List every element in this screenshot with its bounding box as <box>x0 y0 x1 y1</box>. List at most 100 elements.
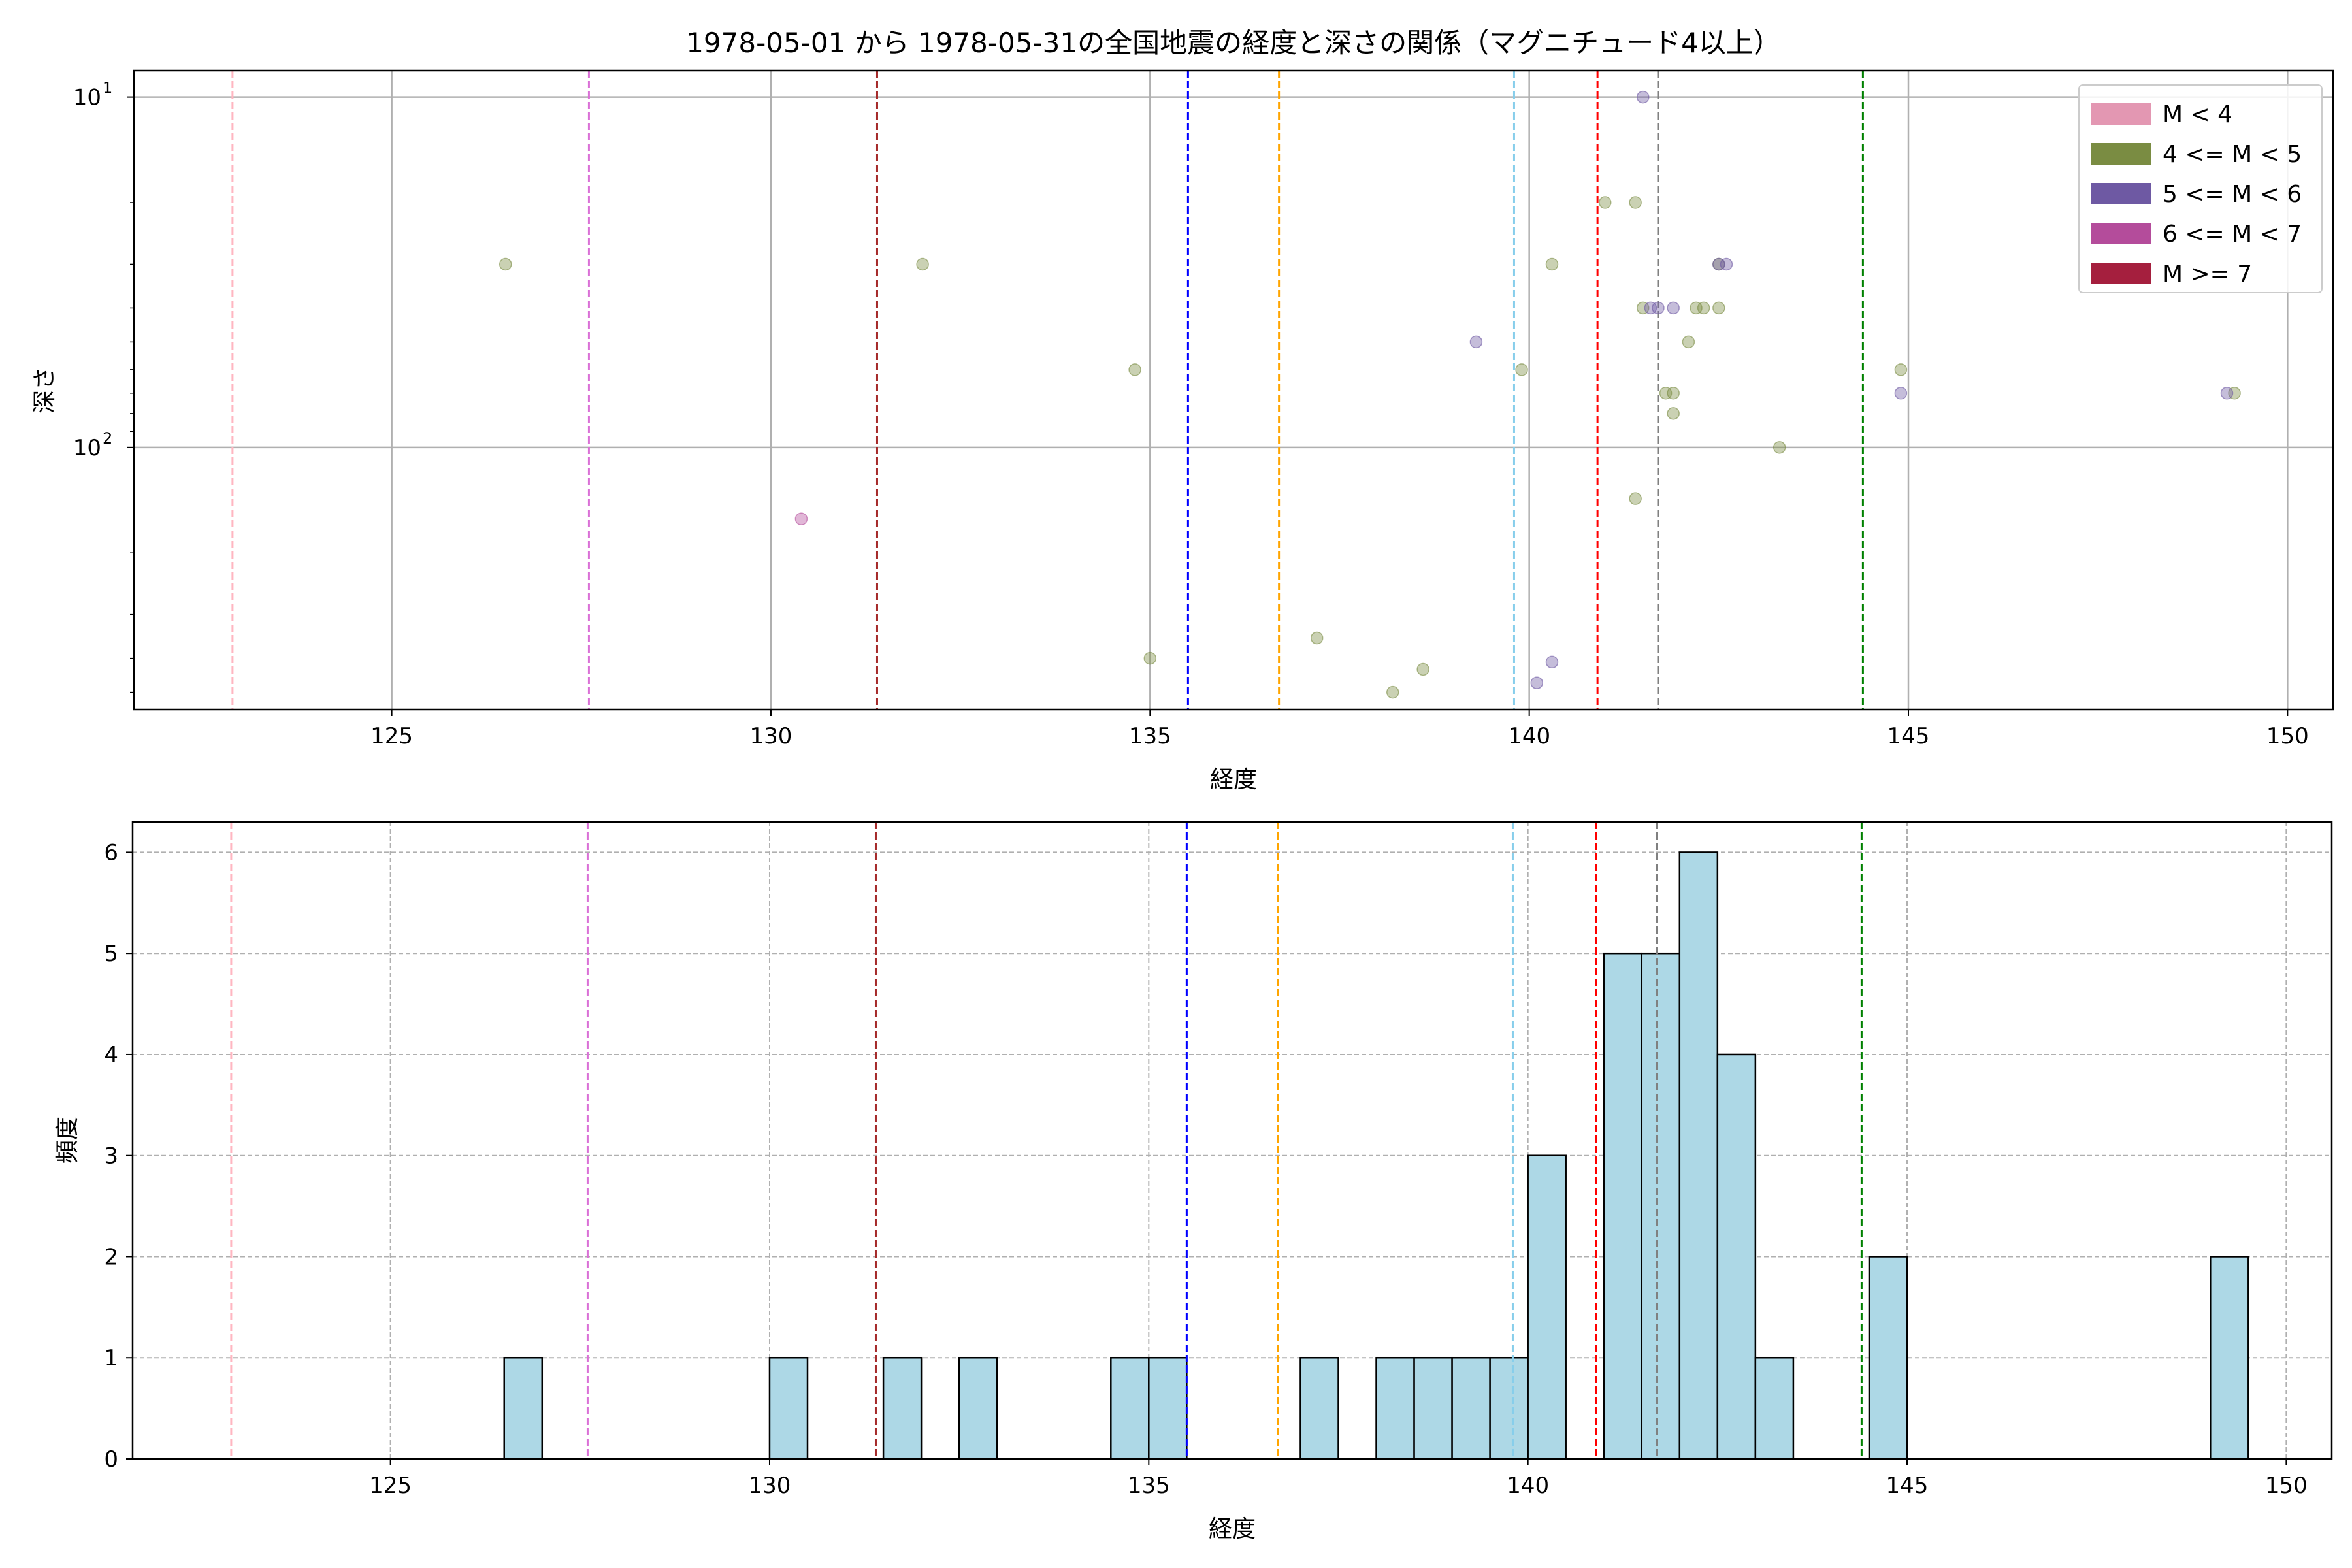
scatter-point <box>1894 363 1908 376</box>
scatter-y-tick-exponent: 1 <box>103 79 112 97</box>
histogram-plot-area <box>133 822 2332 1459</box>
legend-label: M >= 7 <box>2163 261 2252 287</box>
histogram-bar <box>768 1356 809 1460</box>
scatter-x-tick-label: 125 <box>370 723 413 749</box>
scatter-point <box>1143 651 1157 665</box>
scatter-point <box>1386 685 1399 699</box>
scatter-point <box>1416 662 1429 676</box>
scatter-x-tick-label: 145 <box>1887 723 1930 749</box>
legend-swatch <box>2091 183 2151 204</box>
legend-label: 4 <= M < 5 <box>2163 141 2302 168</box>
histogram-bars <box>503 851 2249 1460</box>
histogram-bar <box>882 1356 923 1460</box>
scatter-point <box>1697 301 1710 315</box>
scatter-x-axis-label: 経度 <box>1210 766 1257 793</box>
scatter-x-tick-label: 130 <box>750 723 792 749</box>
legend-swatch <box>2091 103 2151 125</box>
histogram-y-axis-label: 頻度 <box>54 1117 81 1164</box>
scatter-point <box>1598 196 1612 209</box>
scatter-point <box>1515 363 1528 376</box>
histogram-bar <box>2210 1256 2249 1460</box>
histogram-x-tick-label: 130 <box>749 1473 791 1499</box>
scatter-x-ticks: 125 130 135 140 145 150 <box>370 710 2309 749</box>
histogram-bar <box>1641 952 1681 1460</box>
scatter-grid <box>134 71 2333 710</box>
histogram-x-axis-label: 経度 <box>1209 1516 1256 1543</box>
scatter-point <box>1894 387 1908 400</box>
histogram-y-tick-label: 0 <box>104 1446 118 1473</box>
legend-swatch <box>2091 143 2151 165</box>
scatter-point <box>2220 387 2234 400</box>
scatter-point <box>1667 387 1680 400</box>
histogram-grid <box>133 822 2332 1460</box>
histogram-bar <box>1527 1154 1567 1460</box>
scatter-frame <box>133 69 2334 711</box>
histogram-x-tick-label: 125 <box>369 1473 412 1499</box>
histogram-bar <box>503 1356 544 1460</box>
scatter-x-tick-label: 150 <box>2266 723 2309 749</box>
histogram-x-ticks: 125 130 135 140 145 150 <box>369 1459 2308 1499</box>
histogram-bar <box>1754 1356 1795 1460</box>
scatter-point <box>1667 301 1680 315</box>
histogram-bar <box>1716 1053 1757 1460</box>
scatter-point <box>498 257 512 271</box>
scatter-point <box>1128 363 1141 376</box>
scatter-point <box>1720 257 1733 271</box>
histogram-bar <box>1678 851 1719 1460</box>
histogram-y-tick-label: 1 <box>104 1345 118 1371</box>
histogram-bar <box>1868 1256 1908 1460</box>
histogram-y-ticks: 0 1 2 3 4 5 6 <box>104 840 133 1473</box>
scatter-point <box>1682 335 1695 349</box>
scatter-y-tick-label: 10 <box>73 85 101 111</box>
legend-label: M < 4 <box>2163 101 2232 128</box>
legend-swatch <box>2091 223 2151 244</box>
scatter-y-axis-label: 深さ <box>31 367 58 414</box>
scatter-reference-lines <box>231 71 1864 710</box>
scatter-point <box>1712 301 1725 315</box>
scatter-point <box>1469 335 1483 349</box>
histogram-y-tick-label: 2 <box>104 1244 118 1270</box>
histogram-x-tick-label: 145 <box>1886 1473 1929 1499</box>
histogram-frame <box>131 821 2333 1460</box>
legend-swatch <box>2091 263 2151 284</box>
histogram-x-tick-label: 140 <box>1507 1473 1549 1499</box>
scatter-x-tick-label: 135 <box>1129 723 1171 749</box>
histogram-bar <box>1489 1356 1529 1460</box>
histogram-y-tick-label: 5 <box>104 941 118 967</box>
histogram-bar <box>1299 1356 1339 1460</box>
histogram-x-tick-label: 135 <box>1128 1473 1170 1499</box>
histogram-bar <box>1375 1356 1415 1460</box>
histogram-panel: 125 130 135 140 145 150 0 1 2 3 4 5 6 経度 頻度 <box>54 821 2333 1543</box>
histogram-x-tick-label: 150 <box>2265 1473 2308 1499</box>
scatter-plot-area <box>134 71 2333 710</box>
histogram-bar <box>1110 1356 1150 1460</box>
histogram-y-tick-label: 4 <box>104 1042 118 1068</box>
histogram-y-tick-label: 3 <box>104 1143 118 1169</box>
scatter-point <box>916 257 929 271</box>
legend-label: 5 <= M < 6 <box>2163 181 2302 208</box>
scatter-point <box>1667 407 1680 420</box>
scatter-point <box>1530 676 1544 689</box>
scatter-points <box>498 90 2241 699</box>
scatter-point <box>1545 655 1559 669</box>
scatter-x-tick-label: 140 <box>1508 723 1550 749</box>
legend-label: 6 <= M < 7 <box>2163 221 2302 248</box>
scatter-point <box>1545 257 1559 271</box>
scatter-point <box>1310 631 1324 645</box>
scatter-point <box>1629 196 1642 209</box>
histogram-y-tick-label: 6 <box>104 840 118 866</box>
scatter-y-tick-label: 10 <box>73 435 101 461</box>
histogram-bar <box>1603 952 1643 1460</box>
scatter-legend: M < 4 4 <= M < 5 5 <= M < 6 6 <= M < 7 M >= … <box>2078 84 2323 293</box>
histogram-bar <box>1148 1356 1188 1460</box>
histogram-bar <box>1451 1356 1491 1460</box>
histogram-bar <box>1413 1356 1453 1460</box>
histogram-bar <box>958 1356 998 1460</box>
scatter-point <box>1772 441 1786 454</box>
scatter-y-tick-exponent: 2 <box>103 429 112 448</box>
scatter-point <box>1637 90 1650 104</box>
scatter-point <box>794 512 808 526</box>
